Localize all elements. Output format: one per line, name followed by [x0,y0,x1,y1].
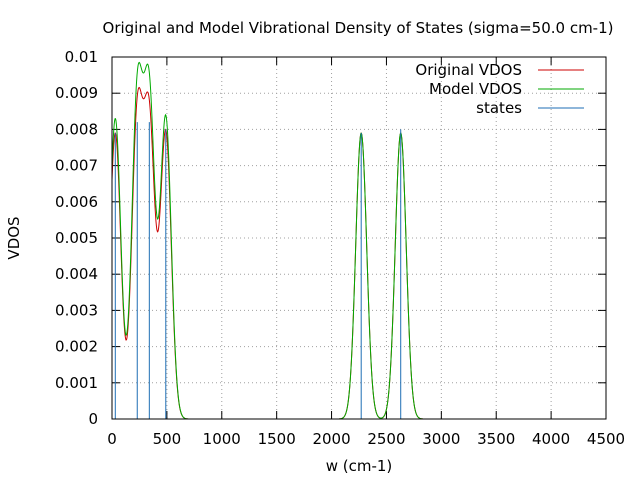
grid [112,57,606,419]
x-tick-label: 4000 [532,430,570,448]
series-line-original-vdos [111,86,606,420]
chart-title: Original and Model Vibrational Density o… [103,19,614,37]
plot-frame [111,56,607,420]
x-tick-label: 0 [107,430,117,448]
legend-label: states [476,99,522,117]
x-tick-label: 4500 [587,430,625,448]
y-tick-label: 0.001 [55,374,98,392]
x-tick-label: 1000 [203,430,241,448]
series-line-model-vdos [111,61,606,420]
x-tick-label: 1500 [258,430,296,448]
y-tick-labels: 0 0.001 0.002 0.003 0.004 0.005 0.006 0.007 0.00… [55,48,98,428]
y-tick-label: 0 [88,410,98,428]
legend-label: Original VDOS [415,61,522,79]
legend-label: Model VDOS [429,80,522,98]
x-tick-label: 2500 [367,430,405,448]
series-layer [111,61,606,420]
y-tick-label: 0.009 [55,84,98,102]
x-tick-label: 3500 [477,430,515,448]
x-tick-label: 3000 [422,430,460,448]
y-tick-label: 0.004 [55,265,98,283]
y-tick-label: 0.008 [55,120,98,138]
y-tick-label: 0.007 [55,157,98,175]
y-tick-label: 0.01 [65,48,98,66]
x-tick-label: 2000 [312,430,350,448]
axis-ticks [111,56,607,420]
y-tick-label: 0.006 [55,193,98,211]
y-tick-label: 0.002 [55,338,98,356]
y-tick-label: 0.003 [55,301,98,319]
x-axis-label: w (cm-1) [326,457,393,475]
x-tick-label: 500 [153,430,182,448]
y-tick-label: 0.005 [55,229,98,247]
x-tick-labels: 0 500 1000 1500 2000 2500 3000 3500 4000 4500 [107,430,625,448]
y-axis-label: VDOS [5,216,23,259]
